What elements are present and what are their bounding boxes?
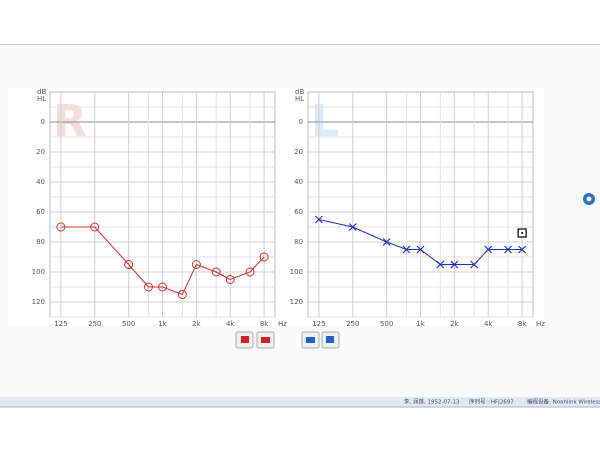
data-point	[504, 245, 512, 254]
x-tick-label: 4k	[484, 320, 493, 328]
data-point	[348, 223, 357, 231]
masking-symbol-dot	[521, 232, 524, 234]
y-tick-label: 80	[294, 238, 303, 246]
status-bar	[0, 397, 600, 407]
x-tick-label: 500	[122, 320, 135, 328]
y-tick-label: 100	[290, 268, 303, 276]
x-tick-label: 8k	[518, 320, 527, 328]
x-tick-label: 250	[88, 320, 101, 328]
y-tick-label: 60	[294, 208, 303, 216]
data-point	[402, 245, 411, 254]
x-tick-label: 1k	[158, 320, 167, 328]
left-panel	[264, 88, 544, 326]
data-point	[158, 282, 167, 292]
right-tool-icon	[241, 336, 249, 343]
y-tick-label: 40	[36, 178, 45, 186]
toolbar	[0, 0, 600, 44]
data-point	[124, 260, 134, 269]
y-tick-label: 40	[294, 178, 303, 186]
data-point	[382, 238, 391, 246]
data-point	[211, 267, 221, 277]
data-point	[245, 267, 255, 277]
x-tick-label: 125	[54, 320, 67, 328]
x-tick-label: 2k	[450, 320, 459, 328]
data-point	[450, 260, 459, 269]
left-tool-icon	[326, 336, 334, 343]
data-point	[484, 245, 493, 254]
y-axis-label: dB	[37, 88, 46, 96]
data-point	[56, 222, 66, 232]
left-tool-icon	[306, 337, 315, 343]
y-tick-label: 0	[41, 118, 45, 126]
data-point	[416, 245, 425, 254]
x-axis-unit: Hz	[536, 320, 545, 328]
y-tick-label: 120	[32, 298, 45, 306]
x-tick-label: 8k	[260, 320, 269, 328]
y-tick-label: 60	[36, 208, 45, 216]
series-line	[60, 226, 265, 296]
data-point	[191, 260, 201, 269]
y-tick-label: 120	[290, 298, 303, 306]
data-point	[470, 260, 479, 269]
data-point	[90, 222, 100, 232]
x-tick-label: 2k	[192, 320, 201, 328]
y-axis-label: HL	[295, 95, 304, 103]
data-point	[518, 245, 527, 254]
data-point	[436, 260, 445, 269]
status-patient: 李, 润莲, 1952-07-13	[404, 398, 460, 406]
x-tick-label: 1k	[416, 320, 425, 328]
y-tick-label: 20	[294, 148, 303, 156]
data-point	[259, 252, 269, 262]
right-tool-icon	[261, 337, 270, 343]
x-tick-label: 500	[380, 320, 393, 328]
y-axis-label: dB	[295, 88, 304, 96]
data-point	[314, 215, 323, 224]
y-tick-label: 80	[36, 238, 45, 246]
y-tick-label: 20	[36, 148, 45, 156]
x-axis-unit: Hz	[278, 320, 287, 328]
y-tick-label: 100	[32, 268, 45, 276]
y-tick-label: 0	[299, 118, 303, 126]
y-axis-label: HL	[37, 95, 46, 103]
x-tick-label: 250	[346, 320, 359, 328]
data-point	[225, 275, 235, 284]
x-tick-label: 125	[312, 320, 325, 328]
status-serial: 序列号 : HFJ2697	[469, 398, 514, 406]
data-point	[143, 282, 153, 292]
data-point	[177, 290, 187, 299]
x-tick-label: 4k	[226, 320, 235, 328]
status-device: 编程设备: Noahlink Wireless	[527, 398, 600, 406]
side-button-icon	[586, 196, 592, 202]
